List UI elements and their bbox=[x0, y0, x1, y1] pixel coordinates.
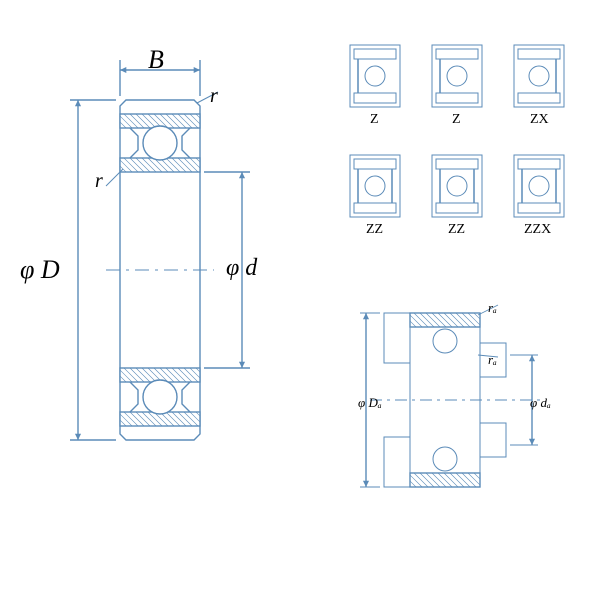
D-label: φ D bbox=[20, 255, 60, 285]
r-left-label: r bbox=[95, 170, 103, 193]
variant-Z-2: Z bbox=[452, 112, 461, 128]
variant-ZX: ZX bbox=[530, 112, 549, 128]
Da-label: φ Dₐ bbox=[358, 395, 382, 411]
B-label: B bbox=[148, 45, 164, 75]
variant-ZZ-2: ZZ bbox=[448, 222, 465, 238]
d-label: φ d bbox=[226, 255, 257, 282]
ra-label-mid: rₐ bbox=[488, 352, 497, 368]
ra-label-top: rₐ bbox=[488, 300, 497, 316]
variant-ZZ-1: ZZ bbox=[366, 222, 383, 238]
da-label: φ dₐ bbox=[530, 395, 551, 411]
r-top-label: r bbox=[210, 85, 218, 108]
variant-Z-1: Z bbox=[370, 112, 379, 128]
variant-ZZX: ZZX bbox=[524, 222, 551, 238]
